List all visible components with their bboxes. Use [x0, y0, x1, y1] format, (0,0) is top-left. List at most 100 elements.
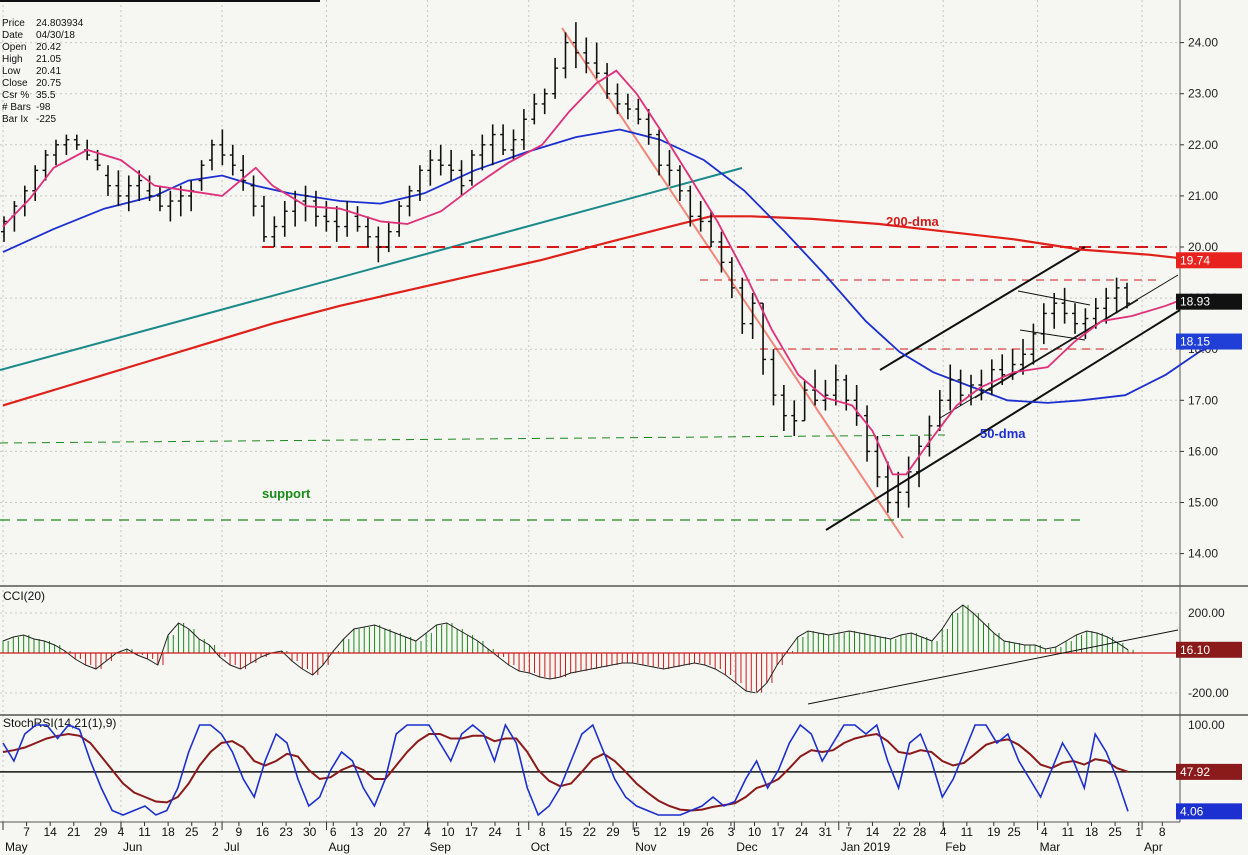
cci-bar[interactable]: [941, 629, 948, 653]
ohlc-bar[interactable]: [198, 160, 205, 191]
ohlc-bar[interactable]: [146, 175, 153, 202]
cci-bar[interactable]: [384, 629, 391, 653]
cci-bar[interactable]: [621, 653, 628, 663]
ohlc-bar[interactable]: [728, 257, 735, 299]
cci-bar[interactable]: [167, 635, 174, 653]
cci-bar[interactable]: [250, 653, 257, 663]
ohlc-bar[interactable]: [323, 201, 330, 232]
cci-bar[interactable]: [683, 653, 690, 665]
cci-trendline[interactable]: [807, 629, 1179, 705]
ohlc-bar[interactable]: [271, 216, 278, 247]
cci-bar[interactable]: [549, 653, 556, 679]
ohlc-bar[interactable]: [520, 109, 527, 150]
ohlc-bar[interactable]: [708, 211, 715, 247]
cci-bar[interactable]: [198, 639, 205, 653]
ohlc-bar[interactable]: [988, 359, 995, 396]
cci-bar[interactable]: [952, 613, 959, 653]
ohlc-bar[interactable]: [666, 149, 673, 186]
cci-bar[interactable]: [735, 653, 742, 683]
ohlc-bar[interactable]: [697, 201, 704, 232]
ohlc-bar[interactable]: [791, 400, 798, 437]
ohlc-bar[interactable]: [364, 216, 371, 247]
ohlc-bar[interactable]: [448, 149, 455, 181]
cci-bar[interactable]: [363, 627, 370, 653]
cci-bar[interactable]: [446, 623, 453, 653]
ohlc-bar[interactable]: [864, 405, 871, 462]
cci-bar[interactable]: [755, 653, 763, 693]
cci-bar[interactable]: [177, 623, 185, 653]
cci-bar[interactable]: [828, 635, 835, 653]
ohlc-bar[interactable]: [936, 390, 943, 431]
cci-bar[interactable]: [85, 653, 92, 665]
cci-bar[interactable]: [807, 631, 814, 653]
ohlc-bar[interactable]: [614, 83, 621, 115]
cci-bar[interactable]: [291, 653, 298, 661]
cci-bar[interactable]: [652, 653, 659, 667]
ohlc-bar[interactable]: [73, 134, 80, 150]
ohlc-bar[interactable]: [853, 384, 860, 426]
cci-bar[interactable]: [528, 653, 536, 673]
ohlc-bar[interactable]: [1113, 277, 1120, 314]
ohlc-bar[interactable]: [500, 124, 507, 156]
ohlc-bar[interactable]: [739, 277, 746, 334]
cci-bar[interactable]: [766, 653, 773, 683]
ohlc-bar[interactable]: [104, 165, 111, 196]
cci-bar[interactable]: [394, 633, 401, 653]
ohlc-bar[interactable]: [208, 139, 215, 171]
cci-bar[interactable]: [642, 653, 649, 665]
cci-bar[interactable]: [95, 653, 102, 669]
ma50-line[interactable]: [2, 128, 1224, 404]
cci-bar[interactable]: [487, 649, 494, 653]
ohlc-bar[interactable]: [167, 190, 174, 222]
cci-bar[interactable]: [146, 653, 154, 659]
cci-bar[interactable]: [580, 653, 587, 671]
ohlc-bar[interactable]: [1092, 298, 1099, 329]
cci-bar[interactable]: [921, 637, 928, 653]
ohlc-bar[interactable]: [42, 149, 49, 181]
ohlc-bar[interactable]: [531, 93, 538, 125]
cci-bar[interactable]: [962, 605, 969, 653]
cci-bar[interactable]: [33, 639, 40, 653]
ohlc-bar[interactable]: [593, 42, 600, 79]
cci-bar[interactable]: [54, 645, 61, 653]
ohlc-bar[interactable]: [375, 226, 382, 263]
cci-bar[interactable]: [2, 641, 9, 653]
ohlc-bar[interactable]: [489, 124, 496, 166]
cci-bar[interactable]: [415, 641, 422, 653]
cci-bar[interactable]: [559, 653, 566, 677]
ohlc-bar[interactable]: [541, 88, 548, 115]
channel-lower[interactable]: [825, 309, 1181, 531]
cci-bar[interactable]: [1034, 645, 1041, 653]
ohlc-bar[interactable]: [1124, 282, 1130, 309]
ohlc-bar[interactable]: [832, 364, 839, 406]
ohlc-bar[interactable]: [115, 170, 122, 207]
cci-bar[interactable]: [611, 653, 618, 665]
ohlc-bar[interactable]: [718, 231, 725, 273]
ohlc-bar[interactable]: [874, 436, 881, 488]
ohlc-bar[interactable]: [770, 349, 777, 406]
ohlc-bar[interactable]: [604, 63, 611, 99]
ohlc-bar[interactable]: [676, 165, 683, 202]
cci-bar[interactable]: [405, 637, 412, 653]
ohlc-bar[interactable]: [572, 22, 579, 69]
ohlc-bar[interactable]: [749, 292, 756, 339]
ohlc-bar[interactable]: [884, 461, 891, 513]
ohlc-bar[interactable]: [1061, 287, 1068, 324]
ohlc-bar[interactable]: [947, 364, 954, 411]
cci-bar[interactable]: [838, 633, 845, 653]
cci-bar[interactable]: [322, 653, 329, 665]
ohlc-bar[interactable]: [219, 129, 226, 166]
cci-bar[interactable]: [374, 625, 381, 653]
ohlc-bar[interactable]: [354, 206, 361, 232]
ohlc-bar[interactable]: [780, 384, 787, 431]
cci-bar[interactable]: [1117, 643, 1124, 653]
cci-bar[interactable]: [425, 633, 432, 653]
cci-bar[interactable]: [12, 637, 19, 653]
cci-bar[interactable]: [931, 641, 938, 653]
cci-bar[interactable]: [229, 653, 236, 665]
ohlc-bar[interactable]: [281, 201, 288, 237]
cci-bar[interactable]: [890, 639, 897, 653]
ohlc-bar[interactable]: [125, 175, 132, 212]
ohlc-bar[interactable]: [562, 32, 569, 79]
